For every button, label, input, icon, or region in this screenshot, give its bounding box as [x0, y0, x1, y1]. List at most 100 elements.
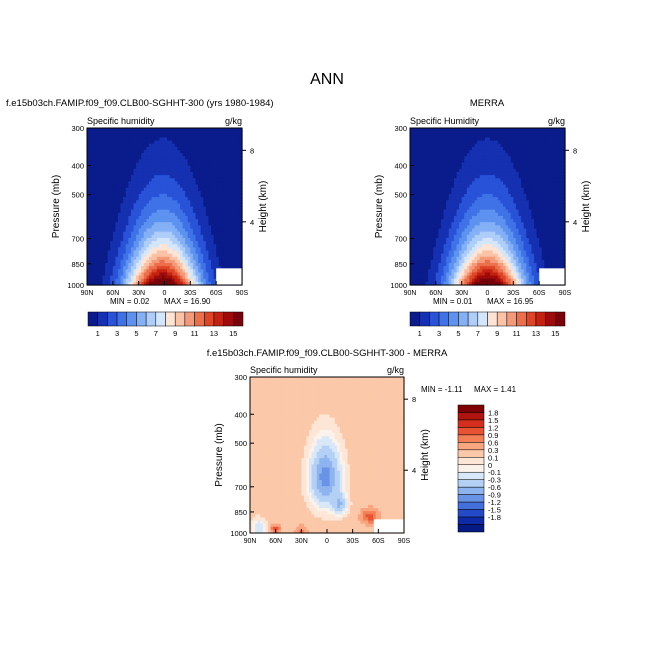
field-cell [472, 168, 476, 173]
field-cell [435, 131, 440, 135]
field-cell [435, 178, 440, 182]
field-cell [459, 215, 463, 220]
field-cell [118, 149, 122, 154]
field-cell [174, 190, 179, 195]
field-cell [118, 137, 122, 142]
field-cell [205, 200, 210, 204]
field-cell [484, 146, 489, 151]
field-cell [174, 197, 179, 201]
field-cell [420, 197, 424, 201]
field-cell [223, 134, 228, 139]
field-cell [203, 250, 207, 255]
field-cell [438, 178, 442, 182]
field-cell [89, 143, 93, 148]
field-cell [190, 143, 194, 148]
field-cell [487, 212, 491, 217]
field-cell [495, 143, 499, 148]
field-cell [477, 168, 481, 173]
field-cell [466, 228, 471, 233]
field-cell [182, 222, 186, 226]
field-cell [115, 146, 119, 151]
field-cell [438, 190, 442, 195]
field-cell [205, 140, 210, 145]
field-cell [430, 143, 434, 148]
field-cell [112, 203, 117, 208]
colorbar-swatch [174, 311, 186, 327]
field-cell [146, 153, 150, 157]
field-cell [223, 168, 228, 173]
colorbar-swatch [145, 311, 157, 327]
field-cell [185, 178, 189, 182]
field-cell [190, 203, 194, 208]
field-cell [508, 187, 512, 192]
field-cell [182, 250, 186, 255]
field-cell [239, 187, 243, 192]
field-cell [417, 263, 421, 267]
field-cell [218, 203, 222, 208]
field-cell [410, 197, 414, 201]
field-cell [136, 149, 140, 154]
field-cell [218, 181, 222, 186]
field-cell [216, 162, 220, 167]
field-cell [503, 159, 507, 164]
field-cell [190, 156, 194, 160]
field-cell [172, 225, 176, 230]
field-cell [99, 171, 104, 176]
field-cell [464, 187, 468, 192]
field-cell [425, 134, 429, 139]
field-cell [422, 165, 427, 170]
field-cell [172, 234, 176, 239]
field-cell [92, 131, 96, 135]
field-cell [236, 237, 241, 242]
field-cell [435, 215, 440, 220]
field-cell [211, 146, 215, 151]
field-cell [433, 131, 437, 135]
field-cell [211, 244, 215, 248]
field-cell [223, 247, 228, 252]
field-cell [198, 187, 202, 192]
field-cell [190, 140, 194, 145]
field-cell [141, 203, 145, 208]
field-cell [213, 278, 217, 283]
field-cell [167, 212, 171, 217]
field-cell [229, 168, 233, 173]
field-cell [422, 128, 427, 132]
field-cell [459, 203, 463, 208]
field-cell [433, 137, 437, 142]
field-cell [123, 159, 127, 164]
field-cell [156, 259, 160, 264]
field-cell [239, 237, 243, 242]
field-cell [110, 187, 114, 192]
field-cell [187, 250, 191, 255]
field-cell [115, 237, 119, 242]
field-cell [497, 228, 502, 233]
field-cell [412, 247, 416, 252]
field-cell [461, 184, 465, 189]
field-cell [441, 137, 445, 142]
field-cell [143, 234, 148, 239]
field-cell [477, 256, 481, 261]
field-cell [412, 269, 416, 274]
field-cell [487, 225, 491, 230]
field-cell [200, 178, 204, 182]
field-cell [477, 215, 481, 220]
field-cell [211, 131, 215, 135]
field-cell [464, 134, 468, 139]
field-cell [490, 222, 494, 226]
field-cell [500, 275, 504, 280]
field-cell [487, 134, 491, 139]
field-cell [128, 131, 132, 135]
field-cell [115, 231, 119, 236]
field-cell [102, 222, 106, 226]
field-cell [205, 187, 210, 192]
field-cell [110, 137, 114, 142]
field-cell [231, 168, 235, 173]
field-cell [472, 247, 476, 252]
field-cell [231, 181, 235, 186]
field-cell [187, 237, 191, 242]
field-cell [192, 269, 197, 274]
field-cell [505, 181, 509, 186]
field-cell [474, 275, 478, 280]
field-cell [229, 250, 233, 255]
field-cell [508, 206, 512, 211]
